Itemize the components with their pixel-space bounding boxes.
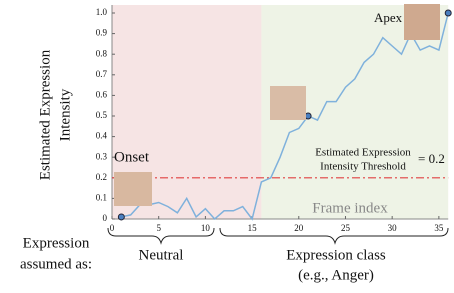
x-tick-label: 20 xyxy=(294,223,304,233)
x-axis-label: Frame index xyxy=(312,200,388,216)
key-frame-marker xyxy=(118,214,124,220)
y-tick-label: 0.8 xyxy=(96,48,108,58)
onset-face xyxy=(114,172,152,206)
x-tick-label: 35 xyxy=(434,223,444,233)
y-tick-label: 0.9 xyxy=(96,28,108,38)
threshold-text: Intensity Threshold xyxy=(320,161,406,173)
y-tick-label: 0.2 xyxy=(96,172,107,182)
expression-label: (e.g., Anger) xyxy=(298,267,374,283)
chart: 0 0.1 0.2 0.3 0.4 0.5 0.6 0.7 0.8 0.9 1.0 0 5 10 15 20 2… xyxy=(0,0,454,293)
x-tick-label: 10 xyxy=(201,223,211,233)
assumed-label: Expression xyxy=(23,235,90,251)
x-tick-label: 0 xyxy=(110,223,115,233)
y-tick-label: 0.7 xyxy=(96,69,108,79)
onset-label: Onset xyxy=(114,149,150,165)
y-tick-label: 0.5 xyxy=(96,110,108,120)
neutral-brace xyxy=(108,228,214,243)
apex-label: Apex xyxy=(374,10,403,25)
key-frame-marker xyxy=(445,10,451,16)
y-tick-label: 0.6 xyxy=(96,89,108,99)
neutral-label: Neutral xyxy=(139,247,184,263)
y-tick-label: 1.0 xyxy=(96,7,108,17)
y-axis-label: Intensity xyxy=(57,88,73,141)
y-tick-label: 0.3 xyxy=(96,151,108,161)
expression-label: Expression class xyxy=(286,247,386,263)
threshold-label: = 0.2 xyxy=(418,151,445,166)
x-tick-label: 30 xyxy=(388,223,398,233)
y-tick-label: 0.4 xyxy=(96,131,108,141)
assumed-label: assumed as: xyxy=(20,256,92,272)
threshold-text: Estimated Expression xyxy=(315,147,411,159)
apex-face xyxy=(404,4,440,40)
y-axis-label: Estimated Expression xyxy=(37,49,53,180)
x-tick-label: 15 xyxy=(248,223,258,233)
mid-face xyxy=(270,86,306,120)
x-tick-label: 25 xyxy=(341,223,351,233)
key-frame-marker xyxy=(305,113,311,119)
x-tick-label: 5 xyxy=(156,223,161,233)
y-tick-label: 0 xyxy=(103,213,108,223)
y-tick-label: 0.1 xyxy=(96,192,107,202)
